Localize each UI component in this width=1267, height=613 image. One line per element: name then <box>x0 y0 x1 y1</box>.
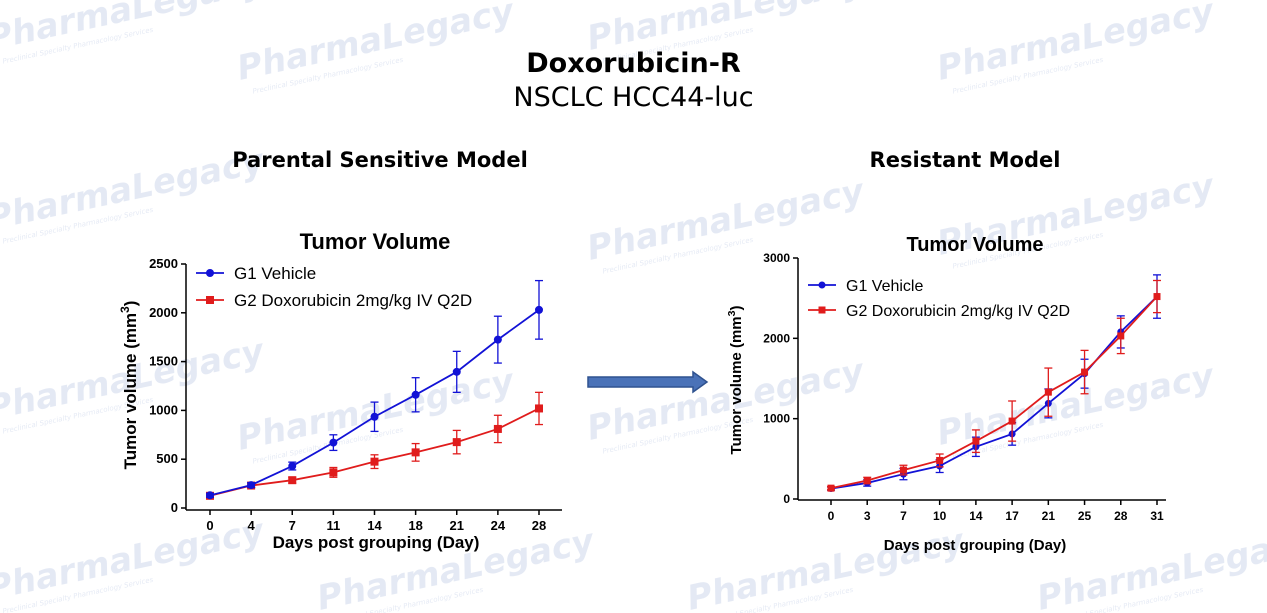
data-point <box>535 404 543 413</box>
y-tick-label: 1500 <box>149 354 178 369</box>
legend-marker <box>206 269 214 277</box>
series-line <box>830 295 1158 490</box>
left-chart: Tumor Volume 0 500 1000 1500 2000 2500 0 4 7 11 14 1… <box>118 229 562 552</box>
data-point <box>863 477 871 485</box>
data-point <box>972 437 980 445</box>
data-point <box>1008 417 1016 425</box>
y-tick-label: 2500 <box>149 256 178 271</box>
x-tick-label: 0 <box>828 509 835 523</box>
data-point <box>1117 332 1125 340</box>
data-point <box>899 466 907 474</box>
x-axis-label: Days post grouping (Day) <box>273 533 480 552</box>
legend-label: G1 Vehicle <box>846 278 923 295</box>
x-tick-label: 7 <box>289 518 296 533</box>
page-title: Doxorubicin-R <box>526 48 741 79</box>
series-2 <box>827 279 1161 492</box>
data-point <box>247 481 256 490</box>
x-tick-label: 3 <box>864 509 871 523</box>
left-section-title: Parental Sensitive Model <box>232 148 528 172</box>
x-tick-label: 21 <box>450 518 464 533</box>
data-point <box>493 424 502 433</box>
y-axis-label: Tumor volume (mm3) <box>726 306 745 455</box>
legend-marker <box>206 296 214 304</box>
x-tick-label: 4 <box>248 518 256 533</box>
data-point <box>1081 368 1089 376</box>
x-tick-label: 25 <box>1078 509 1092 523</box>
y-axis-label-superscript: 3 <box>118 306 132 313</box>
y-axis-label: Tumor volume (mm3) <box>118 301 140 470</box>
x-tick-label: 0 <box>206 518 213 533</box>
data-point <box>206 491 214 500</box>
data-point <box>1044 388 1052 396</box>
data-point <box>370 412 379 421</box>
transition-arrow <box>587 370 709 394</box>
x-tick-label: 14 <box>367 518 382 533</box>
legend-label: G2 Doxorubicin 2mg/kg IV Q2D <box>234 291 472 310</box>
right-chart: Tumor Volume 0 1000 2000 3000 0 3 7 10 14 17 21 25 28… <box>726 234 1166 554</box>
y-tick-label: 1000 <box>763 412 790 426</box>
data-point <box>370 457 379 466</box>
data-point <box>1153 293 1161 301</box>
arrow-icon <box>587 370 709 394</box>
right-section-title: Resistant Model <box>869 148 1061 172</box>
x-tick-label: 28 <box>532 518 546 533</box>
y-tick-label: 2000 <box>763 331 790 345</box>
data-point <box>411 448 420 457</box>
data-point <box>452 367 461 376</box>
series-2 <box>206 391 543 500</box>
x-tick-label: 11 <box>327 518 341 533</box>
x-tick-label: 18 <box>408 518 422 533</box>
y-tick-label: 0 <box>171 500 178 515</box>
legend-label: G1 Vehicle <box>234 264 316 283</box>
x-tick-label: 10 <box>933 509 947 523</box>
data-point <box>288 462 297 471</box>
x-tick-label: 31 <box>1150 509 1164 523</box>
legend-marker <box>818 306 826 314</box>
y-tick-label: 500 <box>156 451 178 466</box>
x-axis-label: Days post grouping (Day) <box>884 537 1067 554</box>
legend-marker <box>818 281 826 289</box>
x-tick-label: 28 <box>1114 509 1128 523</box>
y-tick-label: 1000 <box>149 402 178 417</box>
data-point <box>329 438 338 447</box>
x-tick-label: 7 <box>900 509 907 523</box>
y-tick-label: 3000 <box>763 251 790 265</box>
chart-title: Tumor Volume <box>300 229 451 254</box>
series-1 <box>206 279 543 500</box>
legend-label: G2 Doxorubicin 2mg/kg IV Q2D <box>846 303 1070 320</box>
chart-title: Tumor Volume <box>906 234 1043 256</box>
x-tick-label: 17 <box>1005 509 1019 523</box>
x-tick-label: 14 <box>969 509 983 523</box>
data-point <box>288 476 297 485</box>
x-tick-label: 24 <box>491 518 506 533</box>
data-point <box>493 335 502 344</box>
y-tick-label: 0 <box>783 492 790 506</box>
y-tick-label: 2000 <box>149 305 178 320</box>
page-subtitle: NSCLC HCC44-luc <box>513 82 754 113</box>
data-point <box>535 305 543 314</box>
data-point <box>452 438 461 447</box>
x-tick-label: 21 <box>1042 509 1056 523</box>
data-point <box>329 468 338 477</box>
data-point <box>411 390 420 399</box>
data-point <box>827 484 835 492</box>
series-line <box>830 295 1158 490</box>
y-axis-label-superscript: 3 <box>726 310 738 316</box>
data-point <box>936 456 944 464</box>
